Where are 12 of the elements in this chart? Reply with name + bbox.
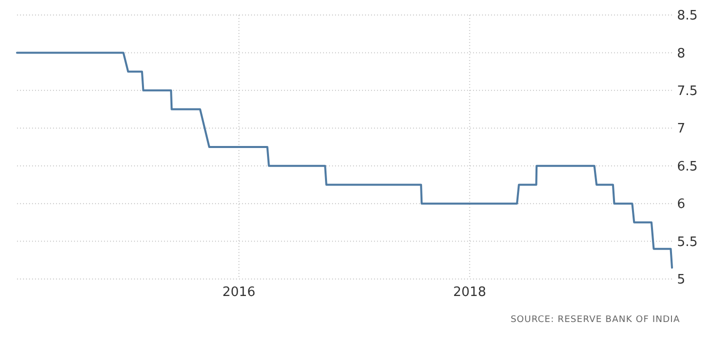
y-tick-label: 8.5	[677, 8, 698, 24]
line-series	[16, 52, 673, 269]
y-tick-label: 7	[677, 122, 686, 137]
y-tick-label: 6.5	[677, 159, 698, 174]
y-tick-label: 5.5	[677, 234, 698, 250]
x-tick-label: 2018	[453, 285, 486, 300]
y-tick-label: 6	[677, 197, 686, 212]
source-note: SOURCE: RESERVE BANK OF INDIA	[510, 315, 680, 325]
y-tick-label: 7.5	[677, 84, 698, 99]
x-tick-label: 2016	[222, 285, 256, 300]
y-tick-label: 8	[677, 46, 686, 62]
y-tick-label: 5	[677, 272, 686, 288]
